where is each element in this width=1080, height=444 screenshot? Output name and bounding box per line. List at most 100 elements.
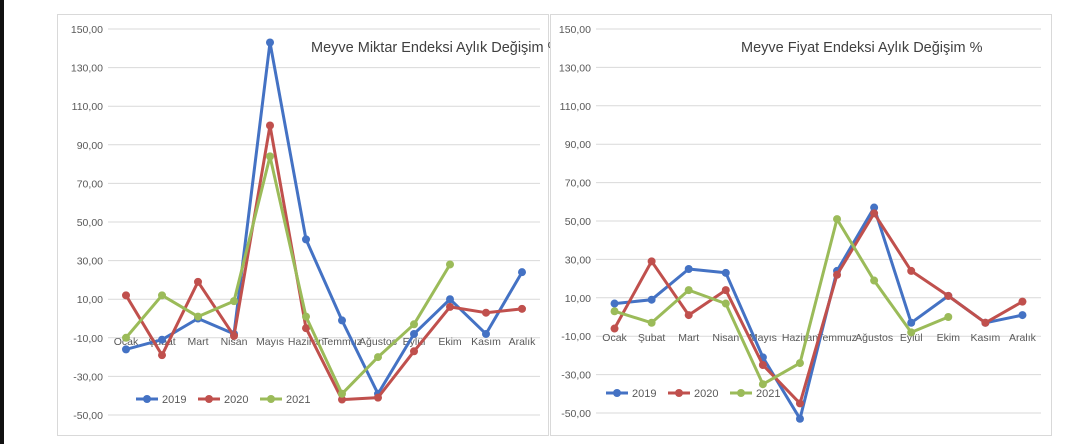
left-edge-bar xyxy=(0,0,4,444)
data-point-2020 xyxy=(518,304,526,313)
data-point-2019 xyxy=(647,295,656,304)
data-point-2020 xyxy=(870,209,879,218)
legend-marker-2020 xyxy=(675,389,683,397)
data-point-2021 xyxy=(907,328,916,337)
x-tick-label: Şubat xyxy=(638,332,666,344)
y-tick-label: 10,00 xyxy=(77,294,103,306)
data-point-2020 xyxy=(833,270,842,279)
data-point-2021 xyxy=(795,359,804,368)
data-point-2020 xyxy=(266,121,274,130)
x-tick-label: Kasım xyxy=(970,332,1000,344)
y-tick-label: 90,00 xyxy=(77,140,103,152)
series-line-2019 xyxy=(124,41,524,396)
data-point-2019 xyxy=(1018,311,1027,320)
data-point-2020 xyxy=(795,399,804,408)
data-point-2021 xyxy=(721,299,730,308)
data-point-2019 xyxy=(446,295,454,304)
y-tick-label: 30,00 xyxy=(77,256,103,268)
data-point-2020 xyxy=(194,277,202,286)
data-point-2021 xyxy=(758,380,767,389)
data-point-2021 xyxy=(122,333,130,342)
y-tick-label: 110,00 xyxy=(560,101,591,113)
x-tick-label: Nisan xyxy=(712,332,739,344)
data-point-2020 xyxy=(758,361,767,369)
data-point-2021 xyxy=(647,318,656,327)
data-point-2021 xyxy=(870,276,879,285)
data-point-2021 xyxy=(194,312,202,321)
x-tick-label: Ağustos xyxy=(855,332,893,344)
y-tick-label: 70,00 xyxy=(77,178,103,190)
data-point-2020 xyxy=(684,311,693,320)
y-tick-label: 70,00 xyxy=(565,178,591,190)
y-tick-label: -50,00 xyxy=(561,408,591,420)
data-point-2020 xyxy=(981,318,990,327)
data-point-2020 xyxy=(1018,297,1027,306)
data-point-2021 xyxy=(158,291,166,300)
data-point-2021 xyxy=(410,320,418,329)
data-point-2021 xyxy=(833,215,842,224)
data-point-2019 xyxy=(158,335,166,344)
y-tick-label: 50,00 xyxy=(77,217,103,229)
y-tick-label: 150,00 xyxy=(71,24,103,36)
data-point-2021 xyxy=(338,389,346,398)
legend-marker-2021 xyxy=(737,389,745,397)
data-point-2020 xyxy=(122,291,130,300)
data-point-2019 xyxy=(795,414,804,423)
data-point-2019 xyxy=(338,316,346,325)
data-point-2019 xyxy=(684,265,693,273)
legend-label-2019: 2019 xyxy=(162,394,186,406)
y-tick-label: -10,00 xyxy=(561,331,591,343)
series-line-2020 xyxy=(613,211,1024,405)
data-point-2020 xyxy=(944,291,953,300)
data-point-2019 xyxy=(410,329,418,338)
y-tick-label: 30,00 xyxy=(565,254,591,266)
x-tick-label: Mart xyxy=(188,336,209,348)
data-point-2021 xyxy=(944,313,953,321)
series-line-2019 xyxy=(613,206,1024,421)
y-tick-label: 10,00 xyxy=(565,293,591,305)
data-point-2021 xyxy=(446,260,454,269)
data-point-2021 xyxy=(684,286,693,295)
x-tick-label: Ağustos xyxy=(359,336,397,348)
data-point-2020 xyxy=(647,257,656,266)
data-point-2020 xyxy=(482,308,490,317)
y-tick-label: 90,00 xyxy=(565,139,591,151)
data-point-2019 xyxy=(907,318,916,327)
data-point-2020 xyxy=(446,302,454,311)
data-point-2020 xyxy=(230,331,238,340)
y-tick-label: -50,00 xyxy=(73,410,103,422)
data-point-2019 xyxy=(122,345,130,354)
data-point-2019 xyxy=(482,329,490,338)
y-tick-label: -30,00 xyxy=(73,371,103,383)
data-point-2020 xyxy=(907,266,916,275)
x-tick-label: Ekim xyxy=(937,332,961,344)
chart-title: Meyve Fiyat Endeksi Aylık Değişim % xyxy=(741,40,983,56)
series-line-2021 xyxy=(124,154,452,396)
x-tick-label: Haziran xyxy=(782,332,818,344)
legend-marker-2019 xyxy=(613,389,621,397)
price-index-chart: 150,00 130,00 110,00 90,00 70,00 50,00 30,00 10… xyxy=(559,24,1041,423)
series-line-2021 xyxy=(613,217,950,386)
y-tick-label: 150,00 xyxy=(559,24,591,36)
x-tick-label: Aralık xyxy=(1009,332,1037,344)
x-tick-label: Ocak xyxy=(602,332,627,344)
data-point-2019 xyxy=(721,268,730,277)
data-point-2021 xyxy=(230,297,238,306)
legend-label-2020: 2020 xyxy=(224,394,248,406)
data-point-2020 xyxy=(410,347,418,356)
data-point-2020 xyxy=(302,324,310,333)
x-tick-label: Nisan xyxy=(221,336,248,348)
data-point-2019 xyxy=(518,268,526,277)
data-point-2019 xyxy=(302,235,310,244)
data-point-2020 xyxy=(338,395,346,404)
data-point-2020 xyxy=(374,393,382,402)
y-tick-label: 130,00 xyxy=(71,63,103,75)
legend-label-2019: 2019 xyxy=(632,388,656,400)
data-point-2021 xyxy=(266,152,274,161)
data-point-2019 xyxy=(266,38,274,47)
x-tick-label: Eylül xyxy=(900,332,923,344)
data-point-2021 xyxy=(610,307,619,316)
x-tick-label: Kasım xyxy=(471,336,501,348)
y-tick-label: 130,00 xyxy=(559,62,591,74)
data-point-2019 xyxy=(610,299,619,308)
